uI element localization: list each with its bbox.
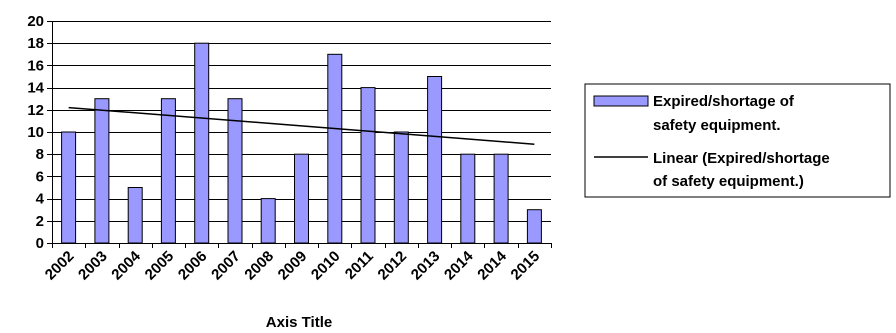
x-tick-labels: 2002200320042005200620072008200920102011… bbox=[42, 247, 543, 283]
bar bbox=[427, 76, 443, 244]
bar bbox=[493, 153, 509, 244]
legend-line-label-line-2: of safety equipment.) bbox=[653, 173, 804, 190]
bar bbox=[94, 98, 110, 244]
x-tick-label: 2010 bbox=[308, 248, 344, 284]
x-tick-label: 2003 bbox=[75, 248, 111, 284]
bar bbox=[460, 153, 476, 244]
x-tick-label: 2014 bbox=[441, 247, 477, 283]
x-tick-label: 2004 bbox=[108, 247, 144, 283]
y-tick-label: 4 bbox=[36, 191, 45, 208]
y-tick-label: 10 bbox=[27, 124, 44, 141]
x-tick-label: 2013 bbox=[408, 248, 444, 284]
x-tick-label: 2011 bbox=[342, 248, 377, 283]
bar bbox=[526, 209, 542, 244]
x-tick-label: 2009 bbox=[275, 248, 311, 284]
y-tick-label: 18 bbox=[27, 35, 44, 52]
y-tick-label: 2 bbox=[36, 213, 44, 230]
legend-line-label-line-1: Linear (Expired/shortage bbox=[653, 150, 830, 167]
y-tick-label: 16 bbox=[27, 57, 44, 74]
x-tick-label: 2012 bbox=[375, 248, 411, 284]
bar bbox=[127, 187, 143, 244]
bar-series bbox=[61, 42, 542, 244]
y-tick-label: 8 bbox=[36, 146, 44, 163]
x-tick-label: 2006 bbox=[175, 248, 211, 284]
legend-bar-label-line-1: Expired/shortage of bbox=[653, 93, 795, 110]
x-tick-label: 2005 bbox=[142, 248, 178, 284]
bar bbox=[327, 53, 343, 244]
bar bbox=[160, 98, 176, 244]
legend-bar-label-line-2: safety equipment. bbox=[653, 117, 781, 134]
y-tick-labels: 0 2 4 6 8 10 12 14 16 18 20 bbox=[27, 13, 44, 252]
x-tick-label: 2008 bbox=[241, 248, 277, 284]
bar bbox=[393, 131, 409, 244]
bar bbox=[360, 87, 376, 244]
legend: Expired/shortage of safety equipment. Li… bbox=[584, 83, 891, 198]
bar bbox=[194, 42, 210, 244]
axes bbox=[47, 21, 552, 248]
trendline bbox=[68, 106, 535, 145]
x-tick-label: 2014 bbox=[474, 247, 510, 283]
x-axis-title: Axis Title bbox=[266, 314, 332, 331]
y-tick-label: 6 bbox=[36, 168, 44, 185]
bar bbox=[294, 153, 309, 244]
bar bbox=[61, 131, 77, 244]
trendline-group bbox=[68, 106, 535, 145]
bar bbox=[260, 198, 276, 244]
y-tick-label: 14 bbox=[27, 80, 44, 97]
y-tick-label: 12 bbox=[27, 102, 44, 119]
x-tick-label: 2015 bbox=[508, 248, 544, 284]
x-tick-label: 2002 bbox=[42, 248, 78, 284]
x-tick-label: 2007 bbox=[208, 248, 244, 284]
y-tick-label: 0 bbox=[36, 235, 44, 252]
y-tick-label: 20 bbox=[27, 13, 44, 30]
legend-bar-swatch bbox=[593, 95, 649, 107]
